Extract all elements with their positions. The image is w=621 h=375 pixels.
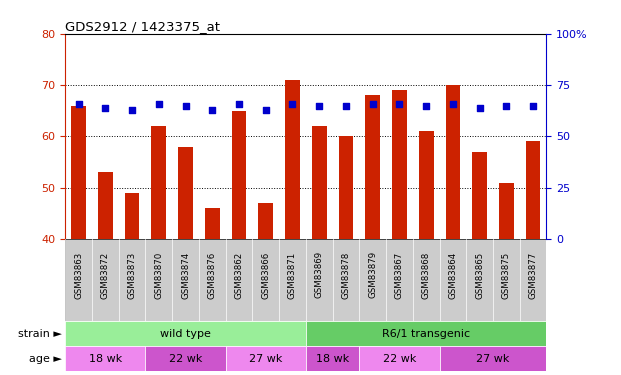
Point <box>74 100 84 106</box>
Text: GSM83876: GSM83876 <box>208 251 217 298</box>
Text: GSM83875: GSM83875 <box>502 251 511 298</box>
Point <box>394 100 404 106</box>
Bar <box>225 346 306 371</box>
Text: GSM83864: GSM83864 <box>448 251 458 298</box>
Text: age ►: age ► <box>29 354 62 364</box>
Text: GSM83865: GSM83865 <box>475 251 484 298</box>
Bar <box>365 95 380 239</box>
Bar <box>71 106 86 239</box>
Bar <box>499 183 514 239</box>
Bar <box>145 346 225 371</box>
Bar <box>152 126 166 239</box>
Bar <box>232 111 247 239</box>
Text: GSM83872: GSM83872 <box>101 251 110 298</box>
Text: GSM83873: GSM83873 <box>127 251 137 298</box>
Text: 18 wk: 18 wk <box>89 354 122 364</box>
Bar <box>526 141 540 239</box>
Point <box>181 103 191 109</box>
Bar <box>360 346 440 371</box>
Bar <box>65 346 145 371</box>
Text: GSM83863: GSM83863 <box>74 251 83 298</box>
Bar <box>338 136 353 239</box>
Text: 18 wk: 18 wk <box>316 354 349 364</box>
Bar <box>178 147 193 239</box>
Text: GSM83871: GSM83871 <box>288 251 297 298</box>
Text: wild type: wild type <box>160 328 211 339</box>
Bar <box>65 321 306 346</box>
Text: GSM83862: GSM83862 <box>235 251 243 298</box>
Point <box>501 103 511 109</box>
Bar <box>125 193 139 239</box>
Bar <box>306 321 546 346</box>
Point <box>368 100 378 106</box>
Text: strain ►: strain ► <box>18 328 62 339</box>
Bar <box>258 203 273 239</box>
Point <box>154 100 164 106</box>
Point <box>421 103 431 109</box>
Text: GSM83878: GSM83878 <box>342 251 350 298</box>
Bar <box>205 208 220 239</box>
Text: GSM83877: GSM83877 <box>528 251 538 298</box>
Point <box>474 105 484 111</box>
Point <box>528 103 538 109</box>
Text: R6/1 transgenic: R6/1 transgenic <box>382 328 470 339</box>
Point <box>261 106 271 112</box>
Text: GSM83866: GSM83866 <box>261 251 270 298</box>
Text: GSM83868: GSM83868 <box>422 251 430 298</box>
Bar <box>392 90 407 239</box>
Bar <box>473 152 487 239</box>
Text: 27 wk: 27 wk <box>249 354 283 364</box>
Text: GSM83869: GSM83869 <box>315 251 324 298</box>
Point <box>314 103 324 109</box>
Bar <box>440 346 546 371</box>
Text: 22 wk: 22 wk <box>383 354 416 364</box>
Text: GSM83879: GSM83879 <box>368 251 377 298</box>
Text: GSM83870: GSM83870 <box>154 251 163 298</box>
Bar <box>445 85 460 239</box>
Text: 27 wk: 27 wk <box>476 354 510 364</box>
Point <box>207 106 217 112</box>
Bar <box>419 131 433 239</box>
Bar <box>312 126 327 239</box>
Text: GDS2912 / 1423375_at: GDS2912 / 1423375_at <box>65 20 220 33</box>
Text: GSM83867: GSM83867 <box>395 251 404 298</box>
Point <box>234 100 244 106</box>
Bar <box>285 80 300 239</box>
Text: GSM83874: GSM83874 <box>181 251 190 298</box>
Point <box>127 106 137 112</box>
Point <box>448 100 458 106</box>
Point <box>288 100 297 106</box>
Point <box>341 103 351 109</box>
Text: 22 wk: 22 wk <box>169 354 202 364</box>
Bar <box>98 172 112 239</box>
Point <box>101 105 111 111</box>
Bar <box>306 346 360 371</box>
